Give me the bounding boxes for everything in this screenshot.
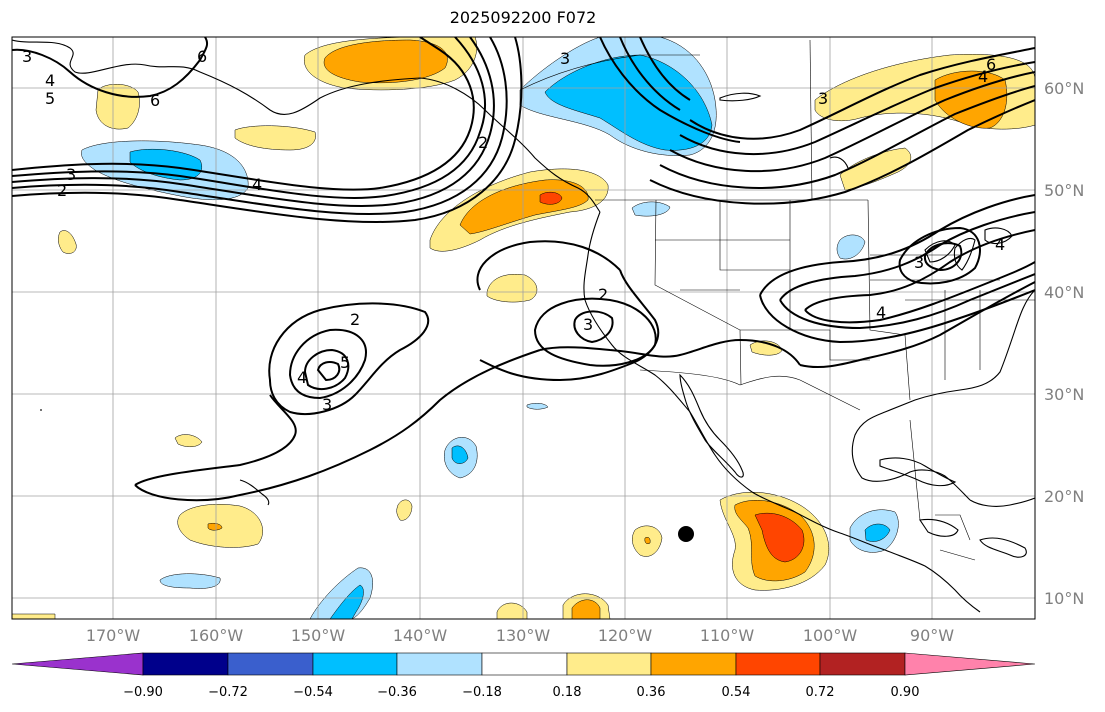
- lon-label: 110°W: [700, 626, 755, 645]
- contour-label: 3: [560, 49, 570, 68]
- contour-label: 4: [876, 303, 886, 322]
- lon-label: 160°W: [189, 626, 244, 645]
- contour-label: 4: [45, 71, 55, 90]
- contour-label: 5: [45, 89, 55, 108]
- lon-label: 130°W: [496, 626, 551, 645]
- lon-label: 120°W: [598, 626, 653, 645]
- contour-label: 4: [978, 67, 988, 86]
- lat-label: 10°N: [1044, 589, 1084, 608]
- contour-label: 5: [340, 353, 350, 372]
- colorbar-tick: 0.72: [806, 685, 835, 700]
- contour-label: 6: [150, 91, 160, 110]
- storm-center-marker: [678, 526, 694, 542]
- contour-label: 2: [598, 285, 608, 304]
- negative-anomaly-fill: [81, 37, 899, 619]
- map-frame: [11, 36, 1036, 620]
- longitude-axis: 170°W 160°W 150°W 140°W 130°W 120°W 110°…: [86, 626, 954, 645]
- colorbar: [11, 652, 1036, 676]
- height-contours: [12, 37, 1035, 502]
- contour-label: 3: [66, 165, 76, 184]
- colorbar-tick: −0.72: [208, 685, 248, 700]
- colorbar-tick: 0.54: [722, 685, 751, 700]
- contour-label: 6: [197, 47, 207, 66]
- political-borders: [519, 39, 1035, 561]
- colorbar-tick: −0.54: [293, 685, 333, 700]
- colorbar-tick: −0.18: [462, 685, 502, 700]
- contour-label: 2: [57, 181, 67, 200]
- latitude-axis: 60°N 50°N 40°N 30°N 20°N 10°N: [1044, 79, 1084, 608]
- contour-label: 4: [252, 175, 262, 194]
- colorbar-tick: 0.36: [637, 685, 666, 700]
- lon-label: 90°W: [910, 626, 954, 645]
- colorbar-tick: −0.36: [377, 685, 417, 700]
- contour-label: 2: [350, 310, 360, 329]
- lat-label: 60°N: [1044, 79, 1084, 98]
- map-title: 2025092200 F072: [449, 8, 597, 27]
- contour-label: 4: [297, 368, 307, 387]
- contour-label: 6: [986, 55, 996, 74]
- colorbar-swatch: [312, 652, 398, 676]
- lat-label: 40°N: [1044, 283, 1084, 302]
- colorbar-ticks: −0.90 −0.72 −0.54 −0.36 −0.18 0.18 0.36 …: [123, 685, 919, 700]
- colorbar-swatch: [819, 652, 906, 676]
- lon-label: 100°W: [803, 626, 858, 645]
- colorbar-swatch: [396, 652, 483, 676]
- colorbar-swatch: [481, 652, 568, 676]
- colorbar-swatch: [566, 652, 652, 676]
- colorbar-swatch: [735, 652, 821, 676]
- lat-label: 20°N: [1044, 487, 1084, 506]
- graticule: [12, 37, 1035, 619]
- colorbar-swatch: [227, 652, 314, 676]
- positive-anomaly-fill: [12, 37, 1035, 619]
- lon-label: 140°W: [393, 626, 448, 645]
- lat-label: 30°N: [1044, 385, 1084, 404]
- lat-label: 50°N: [1044, 181, 1084, 200]
- contour-label: 3: [583, 315, 593, 334]
- contour-label: 4: [995, 235, 1005, 254]
- colorbar-tick: 0.90: [891, 685, 920, 700]
- colorbar-swatch: [142, 652, 229, 676]
- colorbar-tick: −0.90: [123, 685, 163, 700]
- contour-label-group: 4 5 6 3 2 4 3 2 3 2 3 4 5 6 3 4 3 4 6 4 …: [22, 47, 1005, 414]
- colorbar-swatch: [650, 652, 737, 676]
- contour-label: 3: [22, 47, 32, 66]
- colorbar-tick: 0.18: [553, 685, 582, 700]
- contour-label: 3: [322, 395, 332, 414]
- lon-label: 170°W: [86, 626, 141, 645]
- lon-label: 150°W: [291, 626, 346, 645]
- contour-label: 2: [478, 133, 488, 152]
- colorbar-extend-high: [904, 652, 1036, 676]
- colorbar-extend-low: [11, 652, 144, 676]
- contour-label: 3: [818, 89, 828, 108]
- contour-label: 3: [914, 253, 924, 272]
